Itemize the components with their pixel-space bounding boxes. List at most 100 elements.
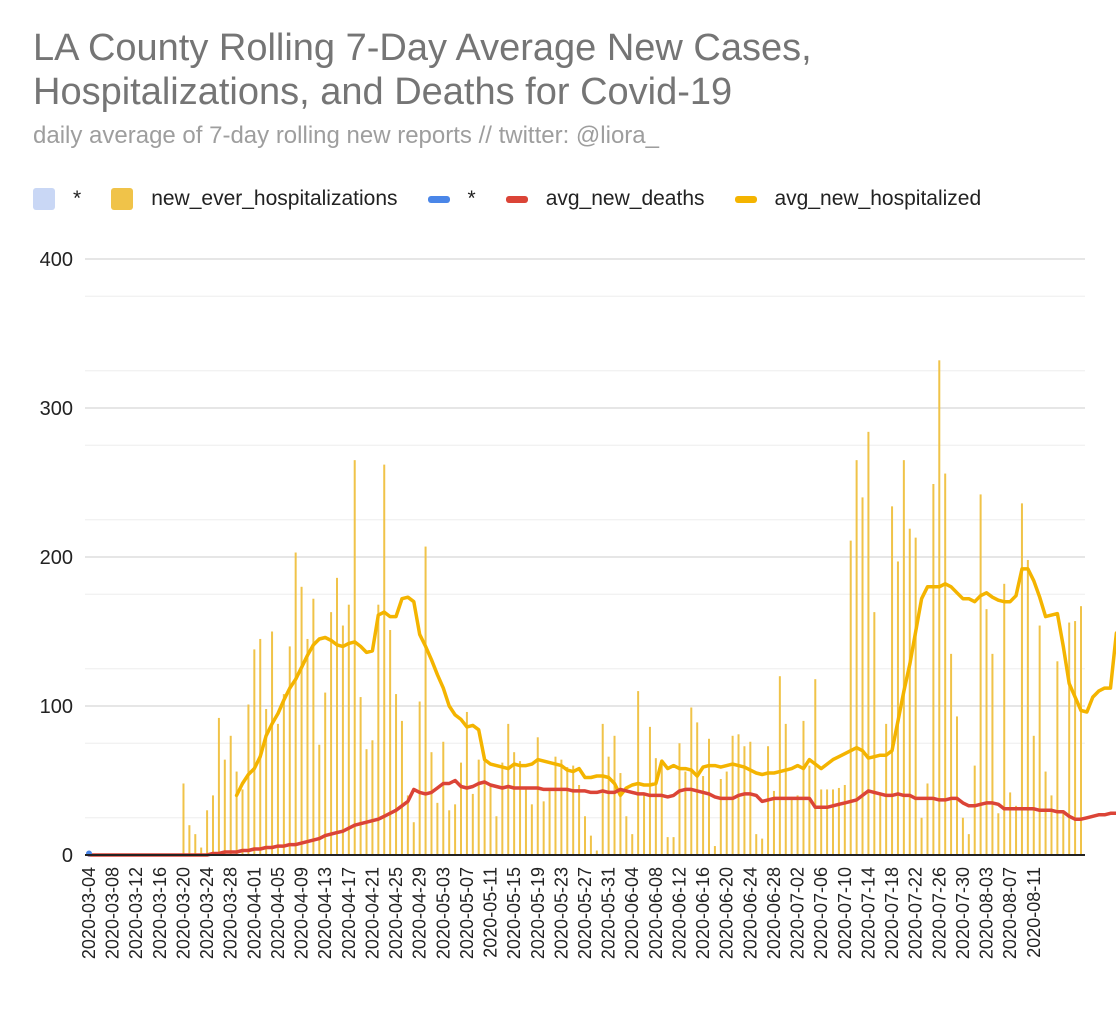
bar-new-ever-hospitalizations — [814, 679, 817, 855]
bar-new-ever-hospitalizations — [495, 816, 498, 855]
bar-new-ever-hospitalizations — [1038, 625, 1041, 855]
bar-new-ever-hospitalizations — [1074, 621, 1077, 855]
legend-item-cases-line[interactable]: * — [427, 187, 476, 211]
x-tick-label: 2020-06-12 — [670, 867, 690, 959]
bar-new-ever-hospitalizations — [276, 723, 279, 855]
bar-new-ever-hospitalizations — [395, 694, 398, 855]
bar-new-ever-hospitalizations — [938, 360, 941, 855]
bar-new-ever-hospitalizations — [743, 746, 746, 855]
x-tick-label: 2020-07-30 — [953, 867, 973, 959]
x-tick-label: 2020-05-03 — [433, 867, 453, 959]
y-tick-label: 100 — [40, 696, 73, 718]
bar-new-ever-hospitalizations — [867, 431, 870, 855]
bar-new-ever-hospitalizations — [271, 631, 274, 855]
legend-item-deaths-line[interactable]: avg_new_deaths — [505, 187, 705, 211]
bar-new-ever-hospitalizations — [902, 460, 905, 855]
x-tick-label: 2020-05-23 — [551, 867, 571, 959]
legend-item-cases-area[interactable]: * — [33, 187, 81, 211]
series-line-avg-new-deaths — [87, 778, 1116, 857]
bar-new-ever-hospitalizations — [702, 776, 705, 855]
x-tick-label: 2020-07-18 — [882, 867, 902, 959]
x-tick-label: 2020-06-20 — [717, 867, 737, 959]
bar-new-ever-hospitalizations — [507, 723, 510, 855]
bar-new-ever-hospitalizations — [418, 701, 421, 855]
x-tick-label: 2020-06-16 — [693, 867, 713, 959]
x-tick-label: 2020-06-08 — [646, 867, 666, 959]
bar-new-ever-hospitalizations — [400, 720, 403, 855]
chart-title: LA County Rolling 7-Day Average New Case… — [33, 27, 812, 113]
bar-new-ever-hospitalizations — [536, 737, 539, 855]
y-tick-label: 400 — [40, 249, 73, 271]
y-tick-label: 200 — [40, 547, 73, 569]
bar-new-ever-hospitalizations — [424, 546, 427, 855]
bar-new-ever-hospitalizations — [566, 767, 569, 855]
bar-new-ever-hospitalizations — [406, 795, 409, 855]
bar-new-ever-hospitalizations — [336, 577, 338, 855]
bar-new-ever-hospitalizations — [896, 561, 899, 855]
bar-new-ever-hospitalizations — [448, 810, 451, 855]
bar-new-ever-hospitalizations — [383, 464, 386, 855]
x-tick-label: 2020-05-19 — [528, 867, 548, 959]
bar-new-ever-hospitalizations — [1056, 661, 1059, 855]
bar-new-ever-hospitalizations — [914, 537, 917, 855]
bar-new-ever-hospitalizations — [1068, 622, 1071, 855]
bar-new-ever-hospitalizations — [885, 723, 888, 855]
bar-new-ever-hospitalizations — [318, 744, 321, 855]
bar-new-ever-hospitalizations — [1015, 805, 1018, 855]
bar-new-ever-hospitalizations — [696, 722, 699, 855]
y-tick-label: 0 — [62, 845, 73, 867]
bar-new-ever-hospitalizations — [891, 506, 894, 855]
legend-item-hospitalized-line[interactable]: avg_new_hospitalized — [734, 187, 981, 211]
bar-new-ever-hospitalizations — [861, 497, 864, 855]
bar-new-ever-hospitalizations — [483, 761, 486, 855]
bar-new-ever-hospitalizations — [648, 726, 651, 855]
x-tick-label: 2020-05-07 — [457, 867, 477, 959]
bar-new-ever-hospitalizations — [554, 756, 557, 855]
x-tick-label: 2020-03-16 — [150, 867, 170, 959]
bar-new-ever-hospitalizations — [253, 649, 256, 855]
bar-new-ever-hospitalizations — [412, 822, 415, 855]
bar-new-ever-hospitalizations — [1003, 583, 1006, 855]
bar-new-ever-hospitalizations — [708, 738, 710, 855]
bar-new-ever-hospitalizations — [324, 692, 327, 855]
bar-new-ever-hospitalizations — [430, 752, 433, 855]
bar-new-ever-hospitalizations — [672, 837, 675, 855]
bar-new-ever-hospitalizations — [1050, 795, 1053, 855]
bar-new-ever-hospitalizations — [631, 834, 634, 855]
x-tick-label: 2020-04-21 — [362, 867, 382, 959]
bar-new-ever-hospitalizations — [188, 825, 191, 855]
bar-new-ever-hospitalizations — [637, 691, 640, 855]
bar-new-ever-hospitalizations — [589, 835, 592, 855]
bar-new-ever-hospitalizations — [997, 813, 1000, 855]
bar-new-ever-hospitalizations — [471, 793, 474, 855]
bar-new-ever-hospitalizations — [1080, 606, 1082, 855]
x-tick-label: 2020-04-17 — [339, 867, 359, 959]
legend-swatch-hospitalized-line — [734, 195, 757, 203]
bar-new-ever-hospitalizations — [182, 783, 185, 855]
bar-new-ever-hospitalizations — [678, 743, 681, 855]
chart-subtitle: daily average of 7-day rolling new repor… — [33, 122, 659, 149]
bar-new-ever-hospitalizations — [749, 741, 752, 855]
legend-swatch-hospitalizations-bars — [111, 188, 134, 210]
bar-new-ever-hospitalizations — [879, 792, 882, 855]
x-tick-label: 2020-04-05 — [268, 867, 288, 959]
bar-new-ever-hospitalizations — [832, 789, 834, 855]
bar-new-ever-hospitalizations — [282, 694, 285, 855]
bar-new-ever-hospitalizations — [501, 762, 504, 855]
bar-new-ever-hospitalizations — [1062, 811, 1065, 855]
x-tick-label: 2020-05-27 — [575, 867, 595, 959]
bar-new-ever-hospitalizations — [389, 630, 392, 855]
bar-new-ever-hospitalizations — [489, 784, 492, 855]
bar-new-ever-hospitalizations — [265, 708, 268, 855]
bar-new-ever-hospitalizations — [855, 460, 858, 855]
bar-new-ever-hospitalizations — [371, 740, 374, 855]
y-tick-label: 300 — [40, 398, 73, 420]
bar-new-ever-hospitalizations — [956, 716, 958, 855]
legend-item-hospitalizations-bars[interactable]: new_ever_hospitalizations — [111, 187, 398, 211]
bar-new-ever-hospitalizations — [784, 723, 787, 855]
bar-new-ever-hospitalizations — [967, 834, 970, 855]
bar-new-ever-hospitalizations — [235, 771, 238, 855]
bar-new-ever-hospitalizations — [654, 758, 657, 855]
bar-new-ever-hospitalizations — [229, 735, 232, 855]
bar-new-ever-hospitalizations — [950, 653, 953, 855]
